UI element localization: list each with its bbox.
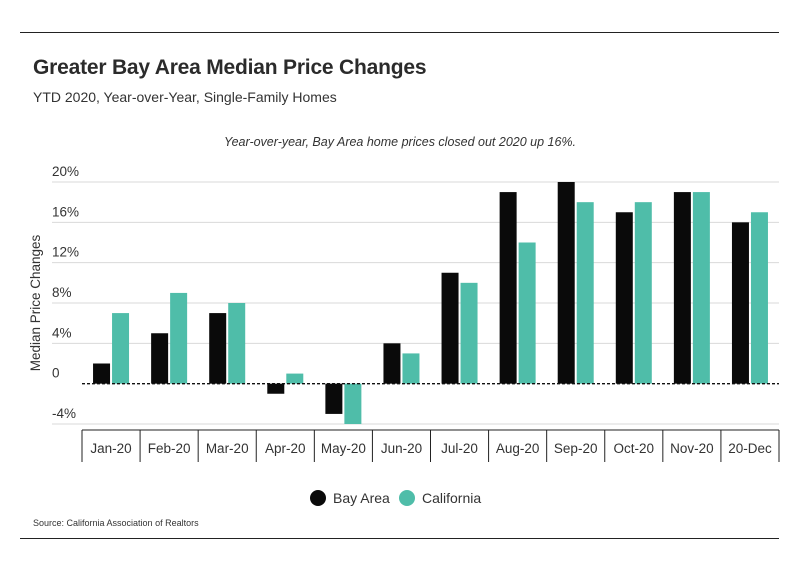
- x-tick-label: Jul-20: [441, 441, 478, 456]
- bottom-rule: [20, 538, 779, 539]
- y-tick-labels: -4% 0 4% 8% 12% 16% 20%: [52, 164, 79, 421]
- legend-bay-area-label: Bay Area: [333, 490, 390, 506]
- bar-california: [402, 353, 420, 384]
- y-tick-label: 4%: [52, 325, 72, 340]
- bar-bay-area: [383, 343, 401, 384]
- chart-annotation: Year-over-year, Bay Area home prices clo…: [224, 135, 576, 149]
- bar-bay-area: [325, 383, 343, 414]
- y-tick-label: 12%: [52, 245, 79, 260]
- y-tick-label: 16%: [52, 204, 79, 219]
- bar-bay-area: [673, 192, 691, 384]
- y-axis-title: Median Price Changes: [28, 234, 43, 371]
- y-tick-label: -4%: [52, 406, 76, 421]
- bar-california: [518, 242, 536, 384]
- bar-bay-area: [441, 272, 459, 384]
- bar-bay-area: [731, 222, 749, 384]
- x-tick-label: Jan-20: [90, 441, 131, 456]
- x-tick-label: Jun-20: [381, 441, 422, 456]
- x-tick-label: Feb-20: [148, 441, 191, 456]
- y-tick-label: 0: [52, 366, 60, 381]
- bar-california: [170, 292, 188, 384]
- bar-california: [112, 313, 130, 384]
- bar-bay-area: [499, 192, 517, 384]
- bar-california: [750, 212, 768, 384]
- bars: [93, 182, 768, 424]
- bar-california: [460, 282, 478, 384]
- bar-california: [228, 303, 246, 384]
- bar-california: [634, 202, 652, 384]
- bar-bay-area: [151, 333, 169, 384]
- chart-title: Greater Bay Area Median Price Changes: [33, 56, 427, 79]
- source-note: Source: California Association of Realto…: [33, 518, 199, 528]
- bar-california: [576, 202, 594, 384]
- y-tick-label: 20%: [52, 164, 79, 179]
- bar-california: [344, 383, 362, 424]
- bar-california: [286, 373, 304, 384]
- chart-subtitle: YTD 2020, Year-over-Year, Single-Family …: [33, 89, 337, 105]
- gridlines: [52, 181, 779, 425]
- bar-bay-area: [615, 212, 633, 384]
- x-tick-label: Aug-20: [496, 441, 540, 456]
- bar-bay-area: [93, 363, 111, 384]
- x-tick-label: Mar-20: [206, 441, 249, 456]
- x-tick-label: Sep-20: [554, 441, 598, 456]
- x-tick-label: 20-Dec: [728, 441, 772, 456]
- bar-bay-area: [557, 182, 575, 384]
- x-tick-label: Nov-20: [670, 441, 714, 456]
- top-rule: [20, 32, 779, 33]
- y-tick-label: 8%: [52, 285, 72, 300]
- bar-bay-area: [209, 313, 227, 384]
- bar-california: [692, 192, 710, 384]
- legend-bay-area-swatch: [310, 490, 326, 506]
- bar-bay-area: [267, 383, 285, 394]
- x-tick-label: Oct-20: [614, 441, 655, 456]
- legend-california-swatch: [399, 490, 415, 506]
- legend-california-label: California: [422, 490, 481, 506]
- legend: Bay Area California: [310, 490, 481, 506]
- x-tick-label: Apr-20: [265, 441, 306, 456]
- x-tick-label: May-20: [321, 441, 366, 456]
- x-axis: Jan-20 Feb-20 Mar-20 Apr-20 May-20 Jun-20 Jul-…: [81, 429, 780, 462]
